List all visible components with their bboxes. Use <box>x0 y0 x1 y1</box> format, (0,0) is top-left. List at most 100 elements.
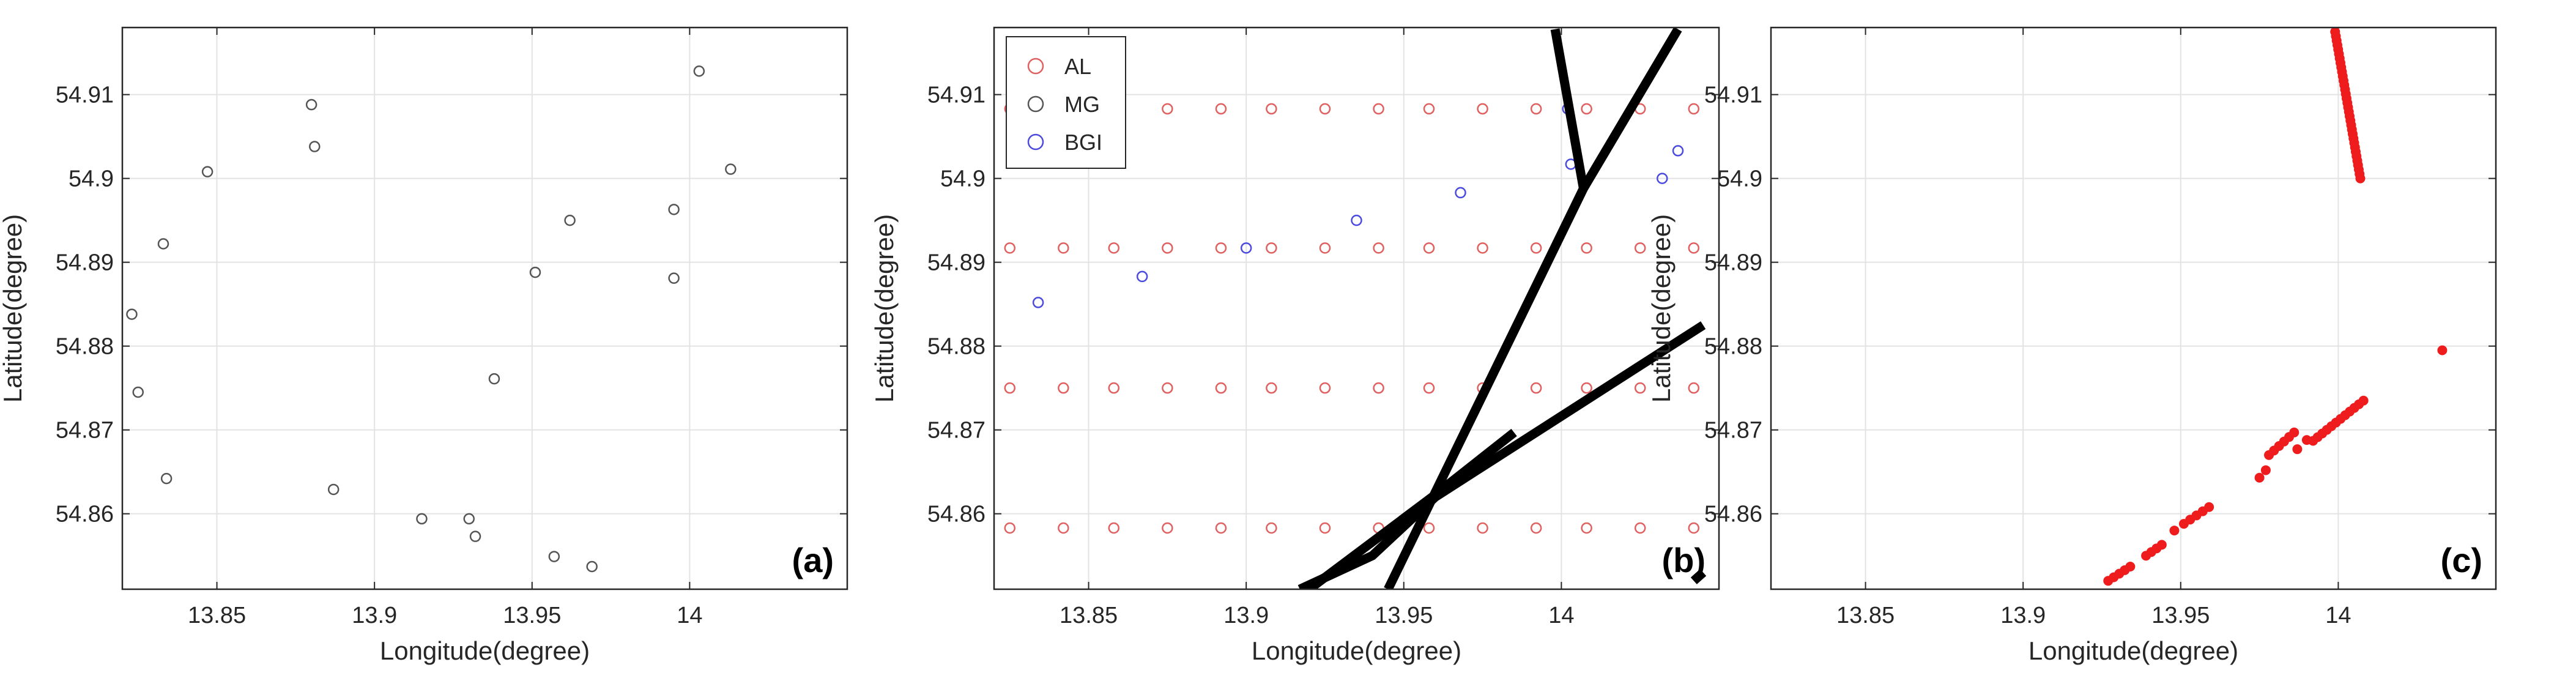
al-point <box>1423 522 1435 534</box>
mg-point <box>564 214 576 226</box>
al-point <box>1266 382 1277 394</box>
al-point <box>1004 522 1016 534</box>
legend: AL MG BGI <box>1006 36 1126 169</box>
x-tick-label: 14 <box>2325 603 2351 628</box>
al-point <box>1319 382 1331 394</box>
bgi-point <box>1032 297 1044 308</box>
mg-point <box>463 513 475 525</box>
y-tick-label: 54.87 <box>1704 418 1762 444</box>
al-point <box>1215 382 1227 394</box>
y-axis-label: Latitude(degree) <box>0 214 27 403</box>
x-tick-label: 13.95 <box>503 603 561 628</box>
red-point <box>2156 540 2167 550</box>
panel-label: (b) <box>1661 541 1706 579</box>
red-point <box>2358 395 2369 406</box>
x-tick-label: 13.9 <box>2000 603 2046 628</box>
al-point <box>1634 522 1646 534</box>
al-point <box>1530 382 1542 394</box>
mg-point <box>469 530 481 542</box>
y-axis-label: Latitude(degree) <box>870 214 899 403</box>
al-point <box>1266 242 1277 254</box>
al-point <box>1634 242 1646 254</box>
al-point <box>1162 242 1173 254</box>
mg-point <box>529 266 541 278</box>
mg-point <box>725 163 737 175</box>
y-axis-label: Latitude(degree) <box>1647 214 1676 403</box>
y-tick-label: 54.86 <box>927 502 985 527</box>
al-point <box>1530 103 1542 115</box>
al-point <box>1058 242 1069 254</box>
al-point <box>1108 382 1120 394</box>
bgi-point <box>1240 242 1252 254</box>
track-line <box>1297 321 1706 589</box>
al-point <box>1477 103 1488 115</box>
legend-label-al: AL <box>1064 54 1091 79</box>
al-point <box>1319 103 1331 115</box>
y-tick-label: 54.88 <box>56 334 114 360</box>
legend-marker-bgi <box>1027 133 1044 151</box>
mg-point <box>548 551 560 562</box>
y-tick-label: 54.86 <box>56 502 114 527</box>
y-tick-label: 54.91 <box>1704 83 1762 108</box>
y-tick-label: 54.9 <box>1717 166 1762 192</box>
al-point <box>1477 522 1488 534</box>
x-axis-label: Longitude(degree) <box>2029 636 2238 665</box>
mg-point <box>132 386 144 398</box>
red-point <box>2260 465 2271 475</box>
al-point <box>1581 242 1592 254</box>
red-point <box>2355 173 2366 184</box>
al-point <box>1688 382 1700 394</box>
y-tick-label: 54.89 <box>927 250 985 276</box>
mg-point <box>160 472 173 485</box>
x-axis-label: Longitude(degree) <box>1252 636 1461 665</box>
plot-area <box>1771 28 2496 589</box>
al-point <box>1162 522 1173 534</box>
gridlines <box>122 28 847 589</box>
mg-point <box>668 204 680 215</box>
bgi-point <box>1136 270 1148 283</box>
data-layer <box>2103 28 2448 586</box>
red-point <box>2437 345 2448 355</box>
al-point <box>1319 242 1331 254</box>
x-axis-label: Longitude(degree) <box>380 636 590 665</box>
mg-point <box>157 238 169 250</box>
al-point <box>1319 522 1331 534</box>
al-point <box>1215 103 1227 115</box>
panel-label: (c) <box>2441 541 2482 579</box>
panel-a: 13.85 13.9 13.95 14 54.86 54.87 54.88 54.89 54.9… <box>0 26 848 665</box>
al-point <box>1108 242 1120 254</box>
y-tick-label: 54.89 <box>56 250 114 276</box>
al-point <box>1373 103 1384 115</box>
al-point <box>1162 103 1173 115</box>
al-point <box>1530 242 1542 254</box>
bgi-point <box>1657 173 1668 184</box>
mg-point <box>488 373 500 385</box>
data-layer <box>1004 28 1707 589</box>
axes-box <box>1770 26 2497 590</box>
legend-marker-mg <box>1027 95 1044 113</box>
panel-label: (a) <box>792 541 834 579</box>
al-point <box>1215 522 1227 534</box>
mg-point <box>416 513 428 525</box>
x-tick-label: 13.9 <box>352 603 397 628</box>
x-tick-label: 13.9 <box>1223 603 1269 628</box>
al-point <box>1373 382 1384 394</box>
y-tick-label: 54.9 <box>940 166 985 192</box>
x-tick-label: 13.85 <box>1836 603 1895 628</box>
mg-point <box>201 166 213 177</box>
y-tick-label: 54.91 <box>927 83 985 108</box>
y-tick-label: 54.9 <box>69 166 114 192</box>
al-point <box>1108 522 1120 534</box>
al-point <box>1423 382 1435 394</box>
al-point <box>1581 522 1592 534</box>
al-point <box>1058 382 1069 394</box>
track-line <box>1550 28 1588 190</box>
al-point <box>1058 522 1069 534</box>
y-tick-label: 54.88 <box>1704 334 1762 360</box>
axes-box <box>121 26 848 590</box>
al-point <box>1530 522 1542 534</box>
al-point <box>1423 103 1435 115</box>
mg-point <box>126 308 138 320</box>
red-point <box>2289 427 2299 437</box>
